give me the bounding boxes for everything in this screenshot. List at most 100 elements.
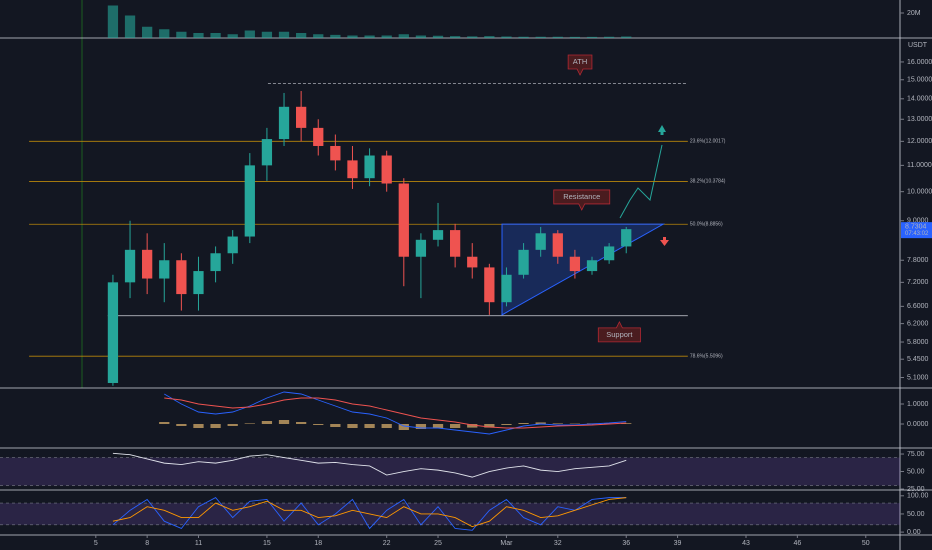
- histogram-bar: [347, 424, 358, 428]
- candle-body: [278, 106, 290, 140]
- histogram-bar: [450, 424, 461, 428]
- y-tick-label: 5.4500: [907, 356, 929, 363]
- pane-4: [0, 497, 900, 531]
- y-tick-label: 15.0000: [907, 77, 932, 84]
- histogram-bar: [381, 424, 392, 428]
- histogram-bar: [176, 424, 187, 426]
- pane-1: [107, 5, 632, 38]
- y-tick-label: 50.00: [907, 468, 925, 475]
- x-tick-label: 32: [554, 540, 562, 547]
- volume-bar: [364, 35, 375, 38]
- level-label: 50.0%(8.8856): [690, 222, 723, 228]
- histogram-bar: [518, 423, 529, 424]
- level-label: 78.6%(5.5096): [690, 354, 723, 360]
- volume-bar: [107, 5, 119, 38]
- histogram-bar: [398, 424, 409, 430]
- candle-body: [501, 274, 512, 303]
- volume-bar: [621, 36, 632, 38]
- histogram-bar: [621, 423, 632, 424]
- down-arrow: [660, 237, 669, 246]
- series-line: [164, 391, 627, 435]
- y-tick-label: 6.6000: [907, 303, 929, 310]
- candle-body: [450, 230, 461, 257]
- x-tick-label: 5: [94, 540, 98, 547]
- y-tick-label: 100.00: [907, 493, 929, 500]
- y-tick-label: 16.0000: [907, 59, 932, 66]
- y-tick-label: 1.0000: [907, 401, 929, 408]
- candle-body: [467, 256, 478, 268]
- histogram-bar: [467, 424, 478, 428]
- volume-bar: [347, 35, 358, 38]
- volume-bar: [450, 36, 461, 38]
- candle-body: [398, 183, 409, 257]
- volume-bar: [398, 34, 409, 38]
- callout-text: ATH: [573, 57, 587, 66]
- candle-body: [535, 233, 546, 250]
- volume-bar: [193, 33, 204, 38]
- histogram-bar: [484, 424, 495, 428]
- x-tick-label: 46: [793, 540, 801, 547]
- series-line: [112, 452, 627, 478]
- histogram-bar: [296, 422, 307, 424]
- candle-body: [296, 106, 307, 128]
- callout: [567, 54, 593, 76]
- histogram-bar: [535, 422, 546, 424]
- volume-bar: [227, 34, 238, 38]
- candle-body: [552, 233, 563, 257]
- volume-bar: [415, 35, 427, 38]
- volume-bar: [467, 36, 478, 38]
- volume-bar: [484, 36, 495, 38]
- volume-bar: [330, 34, 341, 38]
- histogram-bar: [501, 424, 512, 425]
- histogram-bar: [278, 420, 290, 424]
- currency-label: USDT: [908, 42, 928, 49]
- up-arrow: [658, 125, 666, 135]
- y-tick-label: 12.0000: [907, 138, 932, 145]
- volume-bar: [552, 36, 563, 38]
- histogram-bar: [364, 424, 375, 428]
- candle-body: [210, 253, 221, 272]
- x-tick-label: 36: [622, 540, 630, 547]
- histogram-bar: [432, 424, 444, 428]
- x-tick-label: 15: [263, 540, 271, 547]
- price-tag-label: 8.7304: [905, 223, 927, 230]
- x-tick-label: 11: [195, 540, 202, 547]
- candle-body: [603, 246, 615, 261]
- candle-body: [244, 165, 255, 237]
- y-tick-label: 9.0000: [907, 218, 929, 225]
- candle-body: [569, 256, 581, 272]
- price-tag: [901, 222, 932, 239]
- callout: [553, 189, 611, 211]
- y-tick-label: 75.00: [907, 451, 925, 458]
- y-tick-label: 20M: [907, 10, 921, 17]
- x-tick-label: 25: [434, 540, 442, 547]
- x-tick-label: 22: [383, 540, 391, 547]
- pane-2: [159, 391, 632, 435]
- volume-bar: [176, 31, 187, 38]
- y-tick-label: 5.1000: [907, 374, 929, 381]
- volume-bar: [210, 33, 221, 38]
- y-tick-label: 14.0000: [907, 96, 932, 103]
- histogram-bar: [210, 424, 221, 428]
- candle-body: [381, 155, 392, 184]
- callout-text: Support: [606, 330, 633, 339]
- histogram-bar: [261, 421, 273, 424]
- y-tick-label: 7.2000: [907, 279, 929, 286]
- volume-bar: [381, 35, 392, 38]
- candle-body: [415, 239, 427, 257]
- volume-bar: [432, 35, 444, 38]
- candle-body: [347, 160, 358, 179]
- x-tick-label: 39: [674, 540, 682, 547]
- callout-text: Resistance: [563, 192, 600, 201]
- y-tick-label: 0.00: [907, 529, 921, 536]
- volume-bar: [535, 36, 546, 38]
- series-line: [112, 497, 627, 531]
- histogram-bar: [193, 424, 204, 428]
- candle-body: [313, 127, 324, 146]
- histogram-bar: [159, 422, 170, 424]
- histogram-bar: [244, 423, 255, 424]
- level-label: 38.2%(10.3784): [690, 179, 726, 185]
- volume-bar: [296, 33, 307, 38]
